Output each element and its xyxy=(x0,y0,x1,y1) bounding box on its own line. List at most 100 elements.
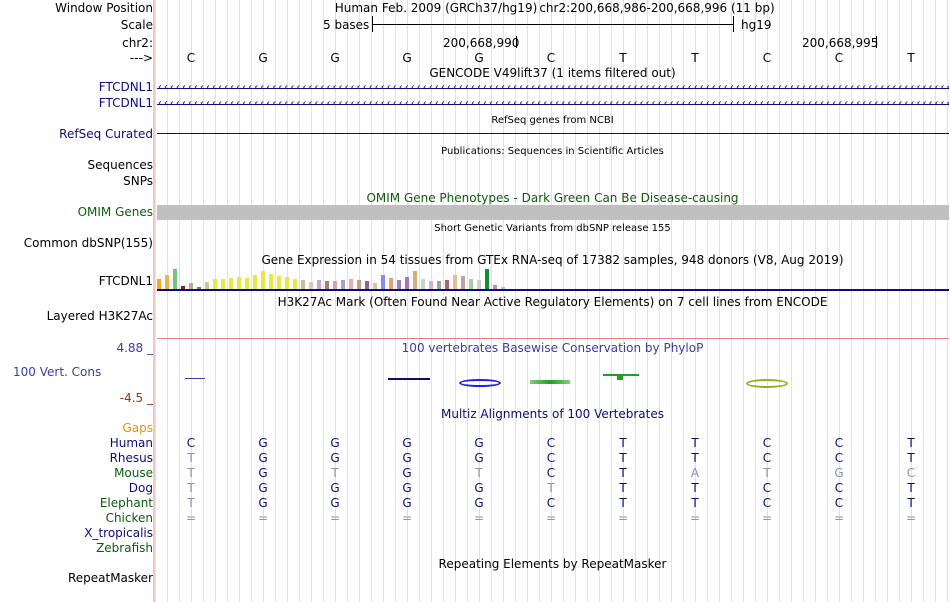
alignment-base: G xyxy=(402,436,412,450)
gtex-tissue-bar[interactable] xyxy=(253,275,257,289)
alignment-base: T xyxy=(187,496,195,510)
gtex-tissue-bar[interactable] xyxy=(493,285,497,289)
gtex-tissue-bar[interactable] xyxy=(445,280,449,289)
gtex-tissue-bar[interactable] xyxy=(349,279,353,289)
refseq-transcript[interactable] xyxy=(157,133,949,134)
gtex-tissue-bar[interactable] xyxy=(309,282,313,289)
species-label[interactable]: Zebrafish xyxy=(96,541,153,555)
omim-bar[interactable] xyxy=(157,205,949,220)
species-label[interactable]: Dog xyxy=(128,481,153,495)
alignment-base: T xyxy=(619,481,627,495)
gtex-tissue-bar[interactable] xyxy=(469,279,473,289)
gtex-tissue-bar[interactable] xyxy=(237,277,241,289)
gtex-tissue-bar[interactable] xyxy=(221,279,225,289)
gencode-item-label-1[interactable]: FTCDNL1 xyxy=(98,80,153,94)
gtex-bar-chart[interactable] xyxy=(157,267,517,289)
gtex-tissue-bar[interactable] xyxy=(333,281,337,289)
gtex-tissue-bar[interactable] xyxy=(277,276,281,289)
gtex-tissue-bar[interactable] xyxy=(325,281,329,289)
h3k27ac-title[interactable]: H3K27Ac Mark (Often Found Near Active Re… xyxy=(277,295,828,309)
gtex-tissue-bar[interactable] xyxy=(165,275,169,289)
alignment-base: G xyxy=(402,451,412,465)
gtex-tissue-bar[interactable] xyxy=(269,274,273,289)
gtex-tissue-bar[interactable] xyxy=(205,282,209,289)
gtex-tissue-bar[interactable] xyxy=(261,271,265,289)
gtex-tissue-bar[interactable] xyxy=(197,287,201,289)
alignment-base: G xyxy=(330,451,340,465)
alignment-base: T xyxy=(187,451,195,465)
rmsk-title[interactable]: Repeating Elements by RepeatMasker xyxy=(438,557,667,571)
coord-2: 200,668,995 xyxy=(802,36,879,50)
alignment-base: G xyxy=(402,481,412,495)
gtex-tissue-bar[interactable] xyxy=(357,280,361,289)
refseq-label[interactable]: RefSeq Curated xyxy=(59,127,153,141)
label-divider[interactable] xyxy=(153,0,155,602)
rmsk-label[interactable]: RepeatMasker xyxy=(67,571,153,585)
gtex-tissue-bar[interactable] xyxy=(245,278,249,289)
species-label[interactable]: X_tropicalis xyxy=(84,526,153,540)
species-label[interactable]: Mouse xyxy=(114,466,153,480)
gtex-tissue-bar[interactable] xyxy=(285,277,289,289)
gtex-tissue-bar[interactable] xyxy=(213,279,217,289)
gtex-tissue-bar[interactable] xyxy=(229,278,233,289)
gtex-tissue-bar[interactable] xyxy=(381,275,385,289)
cons-title[interactable]: 100 vertebrates Basewise Conservation by… xyxy=(401,341,704,355)
sequences-label[interactable]: Sequences xyxy=(87,158,153,172)
gtex-tissue-bar[interactable] xyxy=(157,279,161,289)
gtex-tissue-bar[interactable] xyxy=(429,281,433,289)
gtex-tissue-bar[interactable] xyxy=(453,275,457,289)
gtex-gene-bar[interactable] xyxy=(157,289,949,291)
species-label[interactable]: Rhesus xyxy=(109,451,153,465)
gtex-tissue-bar[interactable] xyxy=(293,279,297,289)
alignment-base: G xyxy=(330,496,340,510)
gtex-tissue-bar[interactable] xyxy=(173,269,177,289)
alignment-base: T xyxy=(547,481,555,495)
gtex-tissue-bar[interactable] xyxy=(485,269,489,289)
refseq-title[interactable]: RefSeq genes from NCBI xyxy=(491,115,614,126)
gencode-item-label-2[interactable]: FTCDNL1 xyxy=(98,96,153,110)
h3k27ac-label[interactable]: Layered H3K27Ac xyxy=(46,309,153,323)
cons-label[interactable]: 100 Vert. Cons xyxy=(13,365,102,379)
alignment-base: C xyxy=(906,466,916,480)
species-label[interactable]: Gaps xyxy=(122,421,153,435)
gtex-label[interactable]: FTCDNL1 xyxy=(98,274,153,288)
species-label[interactable]: Human xyxy=(109,436,153,450)
gtex-tissue-bar[interactable] xyxy=(373,283,377,289)
gtex-tissue-bar[interactable] xyxy=(397,280,401,289)
omim-label[interactable]: OMIM Genes xyxy=(77,205,153,219)
reference-base: G xyxy=(474,51,484,65)
species-label[interactable]: Elephant xyxy=(99,496,153,510)
pubs-title[interactable]: Publications: Sequences in Scientific Ar… xyxy=(441,146,664,157)
species-label[interactable]: Chicken xyxy=(105,511,153,525)
gtex-tissue-bar[interactable] xyxy=(461,276,465,289)
multiz-title[interactable]: Multiz Alignments of 100 Vertebrates xyxy=(440,407,665,421)
alignment-base: C xyxy=(546,496,556,510)
cons-mark-3 xyxy=(459,379,501,387)
snps-label[interactable]: SNPs xyxy=(123,174,153,188)
gtex-tissue-bar[interactable] xyxy=(389,278,393,289)
gencode-transcript-2[interactable]: ‹‹‹‹‹‹‹‹‹‹‹‹‹‹‹‹‹‹‹‹‹‹‹‹‹‹‹‹‹‹‹‹‹‹‹‹‹‹‹‹… xyxy=(157,99,949,109)
gtex-tissue-bar[interactable] xyxy=(341,280,345,289)
gtex-tissue-bar[interactable] xyxy=(477,280,481,289)
alignment-base: T xyxy=(187,481,195,495)
gtex-tissue-bar[interactable] xyxy=(437,281,441,289)
dbsnp-label[interactable]: Common dbSNP(155) xyxy=(23,236,153,250)
omim-title[interactable]: OMIM Gene Phenotypes - Dark Green Can Be… xyxy=(366,191,739,205)
gtex-tissue-bar[interactable] xyxy=(421,279,425,289)
gtex-tissue-bar[interactable] xyxy=(365,281,369,289)
reference-base: C xyxy=(762,51,772,65)
gtex-tissue-bar[interactable] xyxy=(301,280,305,289)
alignment-base: = xyxy=(257,511,269,525)
gtex-tissue-bar[interactable] xyxy=(501,287,505,289)
gtex-tissue-bar[interactable] xyxy=(317,280,321,289)
alignment-base: C xyxy=(834,436,844,450)
gencode-title[interactable]: GENCODE V49lift37 (1 items filtered out) xyxy=(429,66,676,80)
gtex-tissue-bar[interactable] xyxy=(181,286,185,289)
gtex-tissue-bar[interactable] xyxy=(189,283,193,289)
dbsnp-title[interactable]: Short Genetic Variants from dbSNP releas… xyxy=(434,223,671,234)
gencode-transcript-1[interactable]: ‹‹‹‹‹‹‹‹‹‹‹‹‹‹‹‹‹‹‹‹‹‹‹‹‹‹‹‹‹‹‹‹‹‹‹‹‹‹‹‹… xyxy=(157,83,949,93)
gtex-title[interactable]: Gene Expression in 54 tissues from GTEx … xyxy=(261,253,844,267)
gtex-tissue-bar[interactable] xyxy=(413,271,417,289)
gtex-tissue-bar[interactable] xyxy=(405,277,409,289)
alignment-base: A xyxy=(690,466,700,480)
